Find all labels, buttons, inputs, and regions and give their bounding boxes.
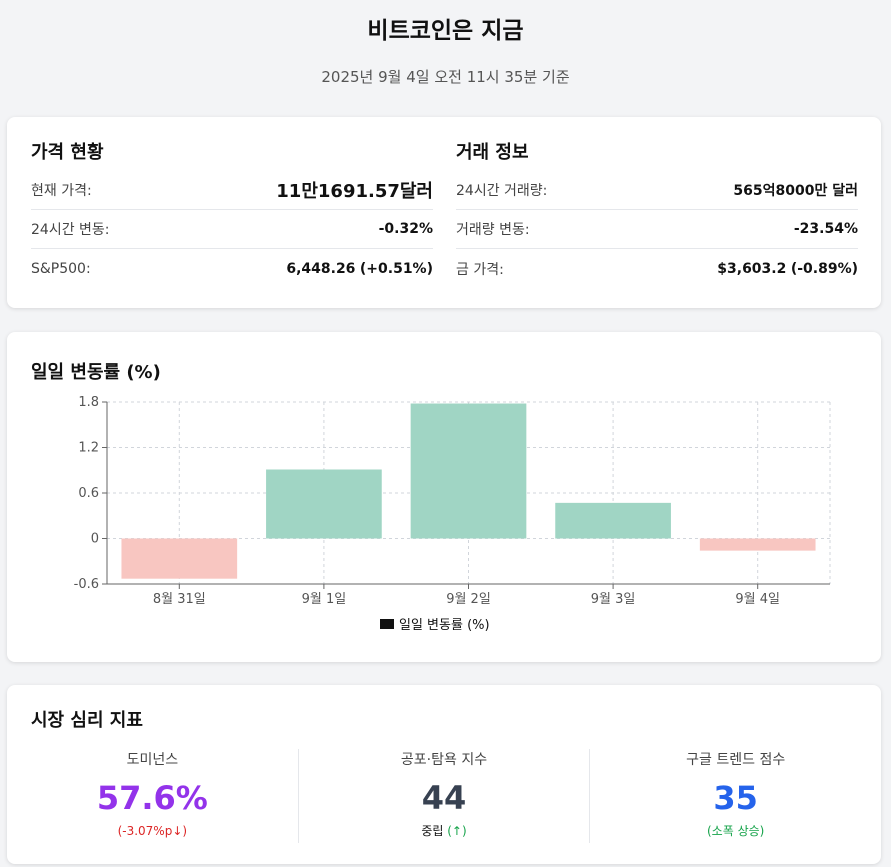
trade-info-title: 거래 정보 <box>456 142 529 163</box>
page-title: 비트코인은 지금 <box>367 18 524 44</box>
bar <box>121 538 238 579</box>
change-24h-value: -0.32% <box>378 221 433 237</box>
price-status-section: 가격 현황 현재 가격: 11만1691.57달러 24시간 변동: -0.32… <box>31 141 433 288</box>
dominance-label: 도미넌스 <box>126 752 179 768</box>
daily-change-chart: -0.6 0 0.6 1.2 1.8 8월 31일 9월 1일 9월 2일 9월 3일 9월 4일… <box>74 395 831 633</box>
x-tick-label: 8월 31일 <box>153 592 206 607</box>
bar <box>555 502 671 539</box>
page-header: 비트코인은 지금 2025년 9월 4일 오전 11시 35분 기준 <box>0 0 891 88</box>
dominance-change: (-3.07%p↓) <box>117 824 188 838</box>
y-tick-label: 1.2 <box>78 441 99 456</box>
sp500-value: 6,448.26 <box>286 260 356 277</box>
google-trends-value: 35 <box>713 779 758 817</box>
volume-change-row: 거래량 변동: -23.54% <box>456 210 858 249</box>
current-price-label: 현재 가격: <box>31 183 92 199</box>
price-trade-card: 가격 현황 현재 가격: 11만1691.57달러 24시간 변동: -0.32… <box>7 117 881 308</box>
x-tick-label: 9월 3일 <box>591 592 636 607</box>
gold-row: 금 가격: $3,603.2 (-0.89%) <box>456 249 858 288</box>
legend-label: 일일 변동률 (%) <box>399 618 490 633</box>
fear-greed-state: 중립 <box>421 824 444 838</box>
volume-change-label: 거래량 변동: <box>456 222 530 238</box>
sp500-change: (+0.51%) <box>359 260 433 277</box>
volume-row: 24시간 거래량: 565억8000만 달러 <box>456 171 858 210</box>
sp500-value-group: 6,448.26 (+0.51%) <box>286 261 433 277</box>
change-24h-row: 24시간 변동: -0.32% <box>31 210 433 249</box>
volume-change-value: -23.54% <box>793 221 858 237</box>
chart-legend: 일일 변동률 (%) <box>380 618 490 633</box>
gold-change: (-0.89%) <box>790 260 858 277</box>
y-tick-label: 1.8 <box>78 395 99 410</box>
google-trends-label: 구글 트렌드 점수 <box>686 752 786 768</box>
gold-label: 금 가격: <box>456 261 504 278</box>
x-tick-label: 9월 1일 <box>302 592 347 607</box>
google-trends-change: (소폭 상승) <box>707 824 765 838</box>
dominance-value: 57.6% <box>96 779 208 817</box>
sentiment-title: 시장 심리 지표 <box>31 710 143 731</box>
volume-value: 565억8000만 달러 <box>733 183 858 199</box>
fear-greed-status: 중립 (↑) <box>299 821 590 841</box>
sp500-row: S&P500: 6,448.26 (+0.51%) <box>31 249 433 288</box>
google-trends-metric: 구글 트렌드 점수 35 (소폭 상승) <box>590 749 881 843</box>
bar <box>266 469 382 539</box>
price-status-title: 가격 현황 <box>31 142 104 163</box>
bar <box>699 538 816 551</box>
change-24h-label: 24시간 변동: <box>31 222 110 238</box>
page-timestamp: 2025년 9월 4일 오전 11시 35분 기준 <box>321 68 570 86</box>
dominance-metric: 도미넌스 57.6% (-3.07%p↓) <box>7 749 299 843</box>
gold-value: $3,603.2 <box>717 260 787 277</box>
x-tick-label: 9월 4일 <box>735 592 780 607</box>
sp500-label: S&P500: <box>31 260 91 277</box>
chart-card: 일일 변동률 (%) -0.6 0 0.6 1.2 1.8 8월 31일 9월 1일 9월 2… <box>7 332 881 662</box>
y-tick-label: -0.6 <box>74 577 99 592</box>
fear-greed-arrow: (↑) <box>447 824 467 838</box>
fear-greed-value: 44 <box>421 779 467 817</box>
fear-greed-label: 공포·탐욕 지수 <box>400 752 488 768</box>
y-tick-label: 0 <box>91 532 99 547</box>
chart-title: 일일 변동률 (%) <box>31 362 161 383</box>
sentiment-card: 시장 심리 지표 도미넌스 57.6% (-3.07%p↓) 공포·탐욕 지수 … <box>7 685 881 864</box>
bar <box>410 403 527 539</box>
chart-bars <box>121 403 816 579</box>
sentiment-metrics: 도미넌스 57.6% (-3.07%p↓) 공포·탐욕 지수 44 중립 (↑)… <box>7 749 881 843</box>
trade-info-section: 거래 정보 24시간 거래량: 565억8000만 달러 거래량 변동: -23… <box>456 141 858 288</box>
fear-greed-metric: 공포·탐욕 지수 44 중립 (↑) <box>299 749 591 843</box>
legend-swatch <box>380 619 394 629</box>
chart-axes: -0.6 0 0.6 1.2 1.8 8월 31일 9월 1일 9월 2일 9월 3일 9월 4일 <box>74 395 830 607</box>
current-price-value: 11만1691.57달러 <box>276 181 433 202</box>
current-price-row: 현재 가격: 11만1691.57달러 <box>31 171 433 210</box>
y-tick-label: 0.6 <box>78 486 99 501</box>
x-tick-label: 9월 2일 <box>446 592 491 607</box>
volume-label: 24시간 거래량: <box>456 183 548 199</box>
gold-value-group: $3,603.2 (-0.89%) <box>717 261 858 277</box>
